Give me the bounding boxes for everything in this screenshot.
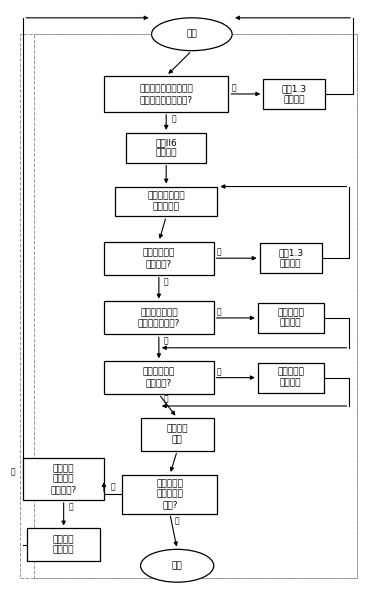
Text: 水温是否高于
设定温度?: 水温是否高于 设定温度? [143,248,175,268]
Text: 否: 否 [164,277,169,286]
Text: 水温是否低于
设定温度?: 水温是否低于 设定温度? [143,368,175,388]
FancyBboxPatch shape [115,187,217,217]
FancyBboxPatch shape [126,133,207,163]
Text: 水温是否在设定
温度浮动范围内?: 水温是否在设定 温度浮动范围内? [138,308,180,328]
Text: 否: 否 [232,83,236,92]
FancyBboxPatch shape [259,243,322,273]
FancyBboxPatch shape [27,529,100,561]
FancyBboxPatch shape [104,76,228,112]
Text: 检测运行
时间: 检测运行 时间 [166,425,188,444]
Text: 是: 是 [69,503,73,512]
FancyBboxPatch shape [258,303,324,333]
Text: 是: 是 [175,516,179,525]
FancyBboxPatch shape [23,458,104,500]
Text: 冷冲时间
是否到达
设定时间?: 冷冲时间 是否到达 设定时间? [51,464,77,494]
FancyBboxPatch shape [104,301,214,334]
Text: 运行过程中检测
并储读水温: 运行过程中检测 并储读水温 [147,191,185,211]
Text: 运行时间是
否到达设定
时间?: 运行时间是 否到达设定 时间? [156,479,183,509]
Text: 水泵II6
开始工作: 水泵II6 开始工作 [155,138,177,158]
FancyBboxPatch shape [258,363,324,392]
Text: 是: 是 [171,115,176,124]
FancyBboxPatch shape [104,361,214,394]
Ellipse shape [152,18,232,50]
Text: 制冷片制冷
对水降温: 制冷片制冷 对水降温 [277,308,304,328]
Text: 否: 否 [164,336,169,345]
Text: 水泵1.3
开始工作: 水泵1.3 开始工作 [282,84,307,104]
FancyBboxPatch shape [263,79,325,109]
Text: 开始: 开始 [186,30,197,39]
Text: 否: 否 [11,467,15,476]
FancyBboxPatch shape [141,418,214,451]
Text: 是: 是 [217,307,222,316]
Text: 制冷片制热
对水升温: 制冷片制热 对水升温 [277,368,304,388]
FancyBboxPatch shape [104,242,214,275]
Text: 否: 否 [164,394,169,403]
Text: 是: 是 [217,248,222,257]
Text: 停止运行
设定时间: 停止运行 设定时间 [53,535,75,555]
FancyBboxPatch shape [122,475,217,514]
Ellipse shape [141,550,214,582]
Text: 是: 是 [217,367,222,376]
Text: 检测缓冲水箱内水温是
否在设定温度范围内?: 检测缓冲水箱内水温是 否在设定温度范围内? [139,84,193,104]
Text: 结束: 结束 [172,561,183,570]
Text: 水泵1.3
开始工作: 水泵1.3 开始工作 [278,248,303,268]
Text: 否: 否 [111,482,115,491]
